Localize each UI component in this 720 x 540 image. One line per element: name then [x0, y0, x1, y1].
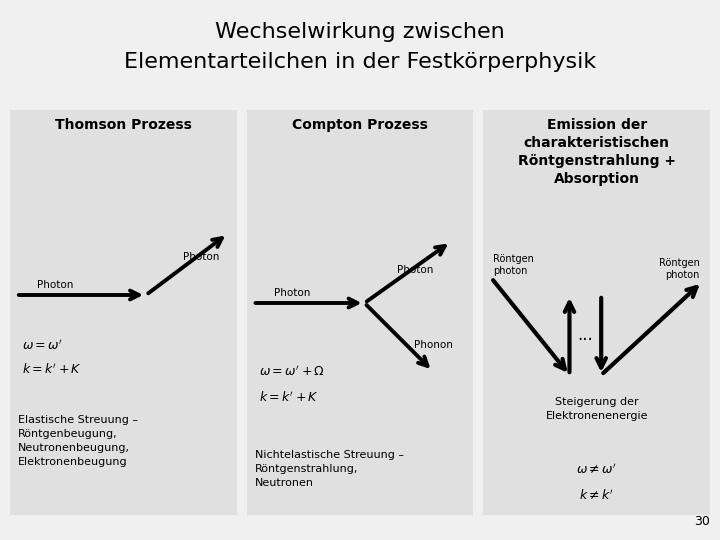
Text: Phonon: Phonon	[414, 340, 453, 350]
Bar	[483, 110, 710, 515]
Text: Photon: Photon	[37, 280, 73, 290]
Text: Steigerung der
Elektronenenergie: Steigerung der Elektronenenergie	[546, 397, 648, 421]
Text: $\omega = \omega' + \Omega$: $\omega = \omega' + \Omega$	[258, 365, 325, 380]
Bar	[10, 110, 237, 515]
Text: 30: 30	[694, 515, 710, 528]
Text: Photon: Photon	[274, 288, 310, 298]
Text: ...: ...	[577, 326, 593, 344]
Text: $k = k' + K$: $k = k' + K$	[258, 390, 319, 404]
Text: Compton Prozess: Compton Prozess	[292, 118, 428, 132]
Text: Thomson Prozess: Thomson Prozess	[55, 118, 192, 132]
Text: $k \neq k'$: $k \neq k'$	[579, 488, 614, 503]
Text: Wechselwirkung zwischen: Wechselwirkung zwischen	[215, 22, 505, 42]
Text: $\omega = \omega'$: $\omega = \omega'$	[22, 338, 63, 353]
Bar	[247, 110, 473, 515]
Text: Photon: Photon	[397, 265, 433, 275]
Text: $k = k' + K$: $k = k' + K$	[22, 363, 82, 377]
Text: Röntgen
photon: Röntgen photon	[493, 254, 534, 276]
Text: Emission der
charakteristischen
Röntgenstrahlung +
Absorption: Emission der charakteristischen Röntgens…	[518, 118, 675, 186]
Text: Röntgen
photon: Röntgen photon	[659, 259, 700, 280]
Text: Elastische Streuung –
Röntgenbeugung,
Neutronenbeugung,
Elektronenbeugung: Elastische Streuung – Röntgenbeugung, Ne…	[18, 415, 138, 467]
Text: Photon: Photon	[183, 253, 219, 262]
Text: Nichtelastische Streuung –
Röntgenstrahlung,
Neutronen: Nichtelastische Streuung – Röntgenstrahl…	[255, 450, 404, 488]
Text: $\omega \neq \omega'$: $\omega \neq \omega'$	[576, 463, 617, 477]
Text: Elementarteilchen in der Festkörperphysik: Elementarteilchen in der Festkörperphysi…	[124, 52, 596, 72]
